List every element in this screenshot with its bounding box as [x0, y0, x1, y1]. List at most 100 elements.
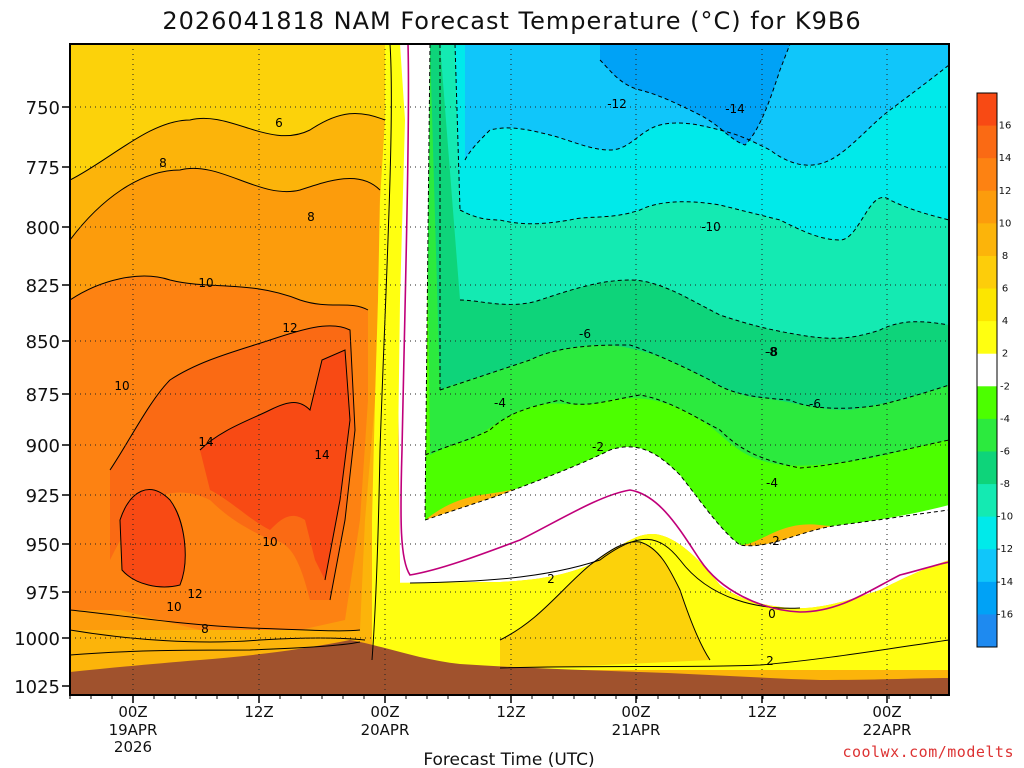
x-tick-hour: 12Z — [496, 703, 525, 721]
contour-label: -6 — [809, 397, 821, 411]
colorbar-swatch — [977, 353, 997, 387]
x-tick-date: 22APR — [863, 721, 912, 739]
x-tick-date: 20APR — [361, 721, 410, 739]
colorbar: 16 14 12 10 8 6 4 2 -2 -4 -6 -8 -10 -12 -14 -16 — [976, 92, 1013, 648]
credit-text: coolwx.com/modelts — [842, 743, 1014, 761]
contour-label: 2 — [772, 534, 780, 548]
colorbar-label: 14 — [999, 153, 1012, 164]
y-axis: 750 775 800 825 850 875 900 925 950 975 1000 1025 — [14, 98, 70, 698]
red-left-lobe — [120, 489, 186, 587]
colorbar-swatch — [977, 418, 997, 452]
colorbar-label: 16 — [999, 121, 1012, 132]
colorbar-swatch — [977, 93, 997, 127]
y-tick-label: 950 — [26, 535, 60, 556]
contour-label: 2 — [766, 654, 774, 668]
colorbar-label: -2 — [1000, 381, 1010, 392]
contour-label: -14 — [725, 102, 745, 116]
contour-labels: -14-12-10-8-6-4 -6-8-4-202226881012101414… — [114, 97, 821, 668]
contour-label: 2 — [547, 572, 555, 586]
contour-label: -8 — [765, 345, 777, 359]
colorbar-swatch — [977, 451, 997, 485]
y-tick-label: 875 — [26, 385, 60, 406]
y-tick-label: 1000 — [14, 629, 60, 650]
contour-label: -6 — [579, 327, 591, 341]
white-band — [395, 44, 949, 609]
contours-warm — [70, 44, 949, 669]
x-tick-hour: 12Z — [747, 703, 776, 721]
colorbar-label: 6 — [1002, 284, 1008, 295]
colorbar-swatch — [977, 255, 997, 290]
x-tick-hour: 12Z — [244, 703, 273, 721]
contour-label: 10 — [262, 535, 277, 549]
y-tick-label: 900 — [26, 436, 60, 457]
contour-label: 0 — [768, 607, 776, 621]
red-14to16 — [200, 350, 350, 580]
colorbar-label: 4 — [1002, 316, 1008, 327]
colorbar-swatch — [977, 223, 997, 257]
contour-label: -4 — [766, 476, 778, 490]
colorbar-label: -16 — [997, 609, 1013, 620]
colorbar-label: -10 — [997, 512, 1013, 523]
x-tick-date: 21APR — [612, 721, 661, 739]
contour-label: 10 — [198, 276, 213, 290]
colorbar-label: 8 — [1002, 251, 1008, 262]
colorbar-swatch — [977, 484, 997, 518]
contour-label: 14 — [314, 448, 329, 462]
colorbar-label: -4 — [1000, 414, 1010, 425]
y-tick-label: 925 — [26, 486, 60, 507]
contour-label: -12 — [607, 97, 627, 111]
x-tick-year: 2026 — [114, 738, 152, 756]
colorbar-swatch — [977, 614, 997, 648]
colorbar-label: 2 — [1002, 349, 1008, 360]
contour-label: 10 — [166, 600, 181, 614]
colorbar-label: -12 — [997, 544, 1013, 555]
x-tick-hour: 00Z — [118, 703, 147, 721]
y-tick-label: 1025 — [14, 677, 60, 698]
zero-contour — [400, 44, 949, 613]
x-axis-title: Forecast Time (UTC) — [423, 750, 594, 768]
contour-label: 12 — [187, 587, 202, 601]
colorbar-swatch — [977, 581, 997, 615]
colorbar-swatch — [977, 190, 997, 224]
x-tick-hour: 00Z — [872, 703, 901, 721]
contour-label: 8 — [159, 156, 167, 170]
grid-lines — [70, 44, 949, 695]
colorbar-label: -8 — [1000, 479, 1010, 490]
y-tick-label: 775 — [26, 158, 60, 179]
contours-cold — [424, 44, 949, 547]
yellow-4to6-lower — [500, 541, 710, 670]
contour-label: 10 — [114, 379, 129, 393]
x-tick-date: 19APR — [109, 721, 158, 739]
contour-label: 14 — [198, 435, 213, 449]
contour-label: 8 — [307, 210, 315, 224]
contour-label: -2 — [592, 440, 604, 454]
contour-label: -10 — [701, 220, 721, 234]
colorbar-label: -6 — [1000, 446, 1010, 457]
colorbar-swatch — [977, 288, 997, 322]
x-tick-hour: 00Z — [621, 703, 650, 721]
contour-label: 6 — [275, 116, 283, 130]
y-tick-label: 750 — [26, 98, 60, 119]
chart-title: 2026041818 NAM Forecast Temperature (°C)… — [162, 7, 861, 35]
colorbar-swatch — [977, 321, 997, 355]
y-tick-label: 825 — [26, 276, 60, 297]
plot-frame — [69, 43, 950, 696]
colorbar-swatch — [977, 516, 997, 550]
y-tick-label: 850 — [26, 332, 60, 353]
contour-label: 8 — [201, 622, 209, 636]
y-tick-label: 800 — [26, 218, 60, 239]
colorbar-swatch — [977, 125, 997, 159]
colorbar-frame — [976, 92, 998, 648]
colorbar-label: -14 — [997, 577, 1013, 588]
contour-label: 12 — [282, 321, 297, 335]
plot-field: -14-12-10-8-6-4 -6-8-4-202226881012101414… — [70, 44, 949, 695]
colorbar-label: 12 — [999, 186, 1012, 197]
colorbar-swatch — [977, 158, 997, 192]
blue-14to16 — [600, 44, 790, 145]
colorbar-swatch — [977, 549, 997, 583]
contour-label: -4 — [494, 396, 506, 410]
y-tick-label: 975 — [26, 583, 60, 604]
colorbar-swatch — [977, 386, 997, 420]
